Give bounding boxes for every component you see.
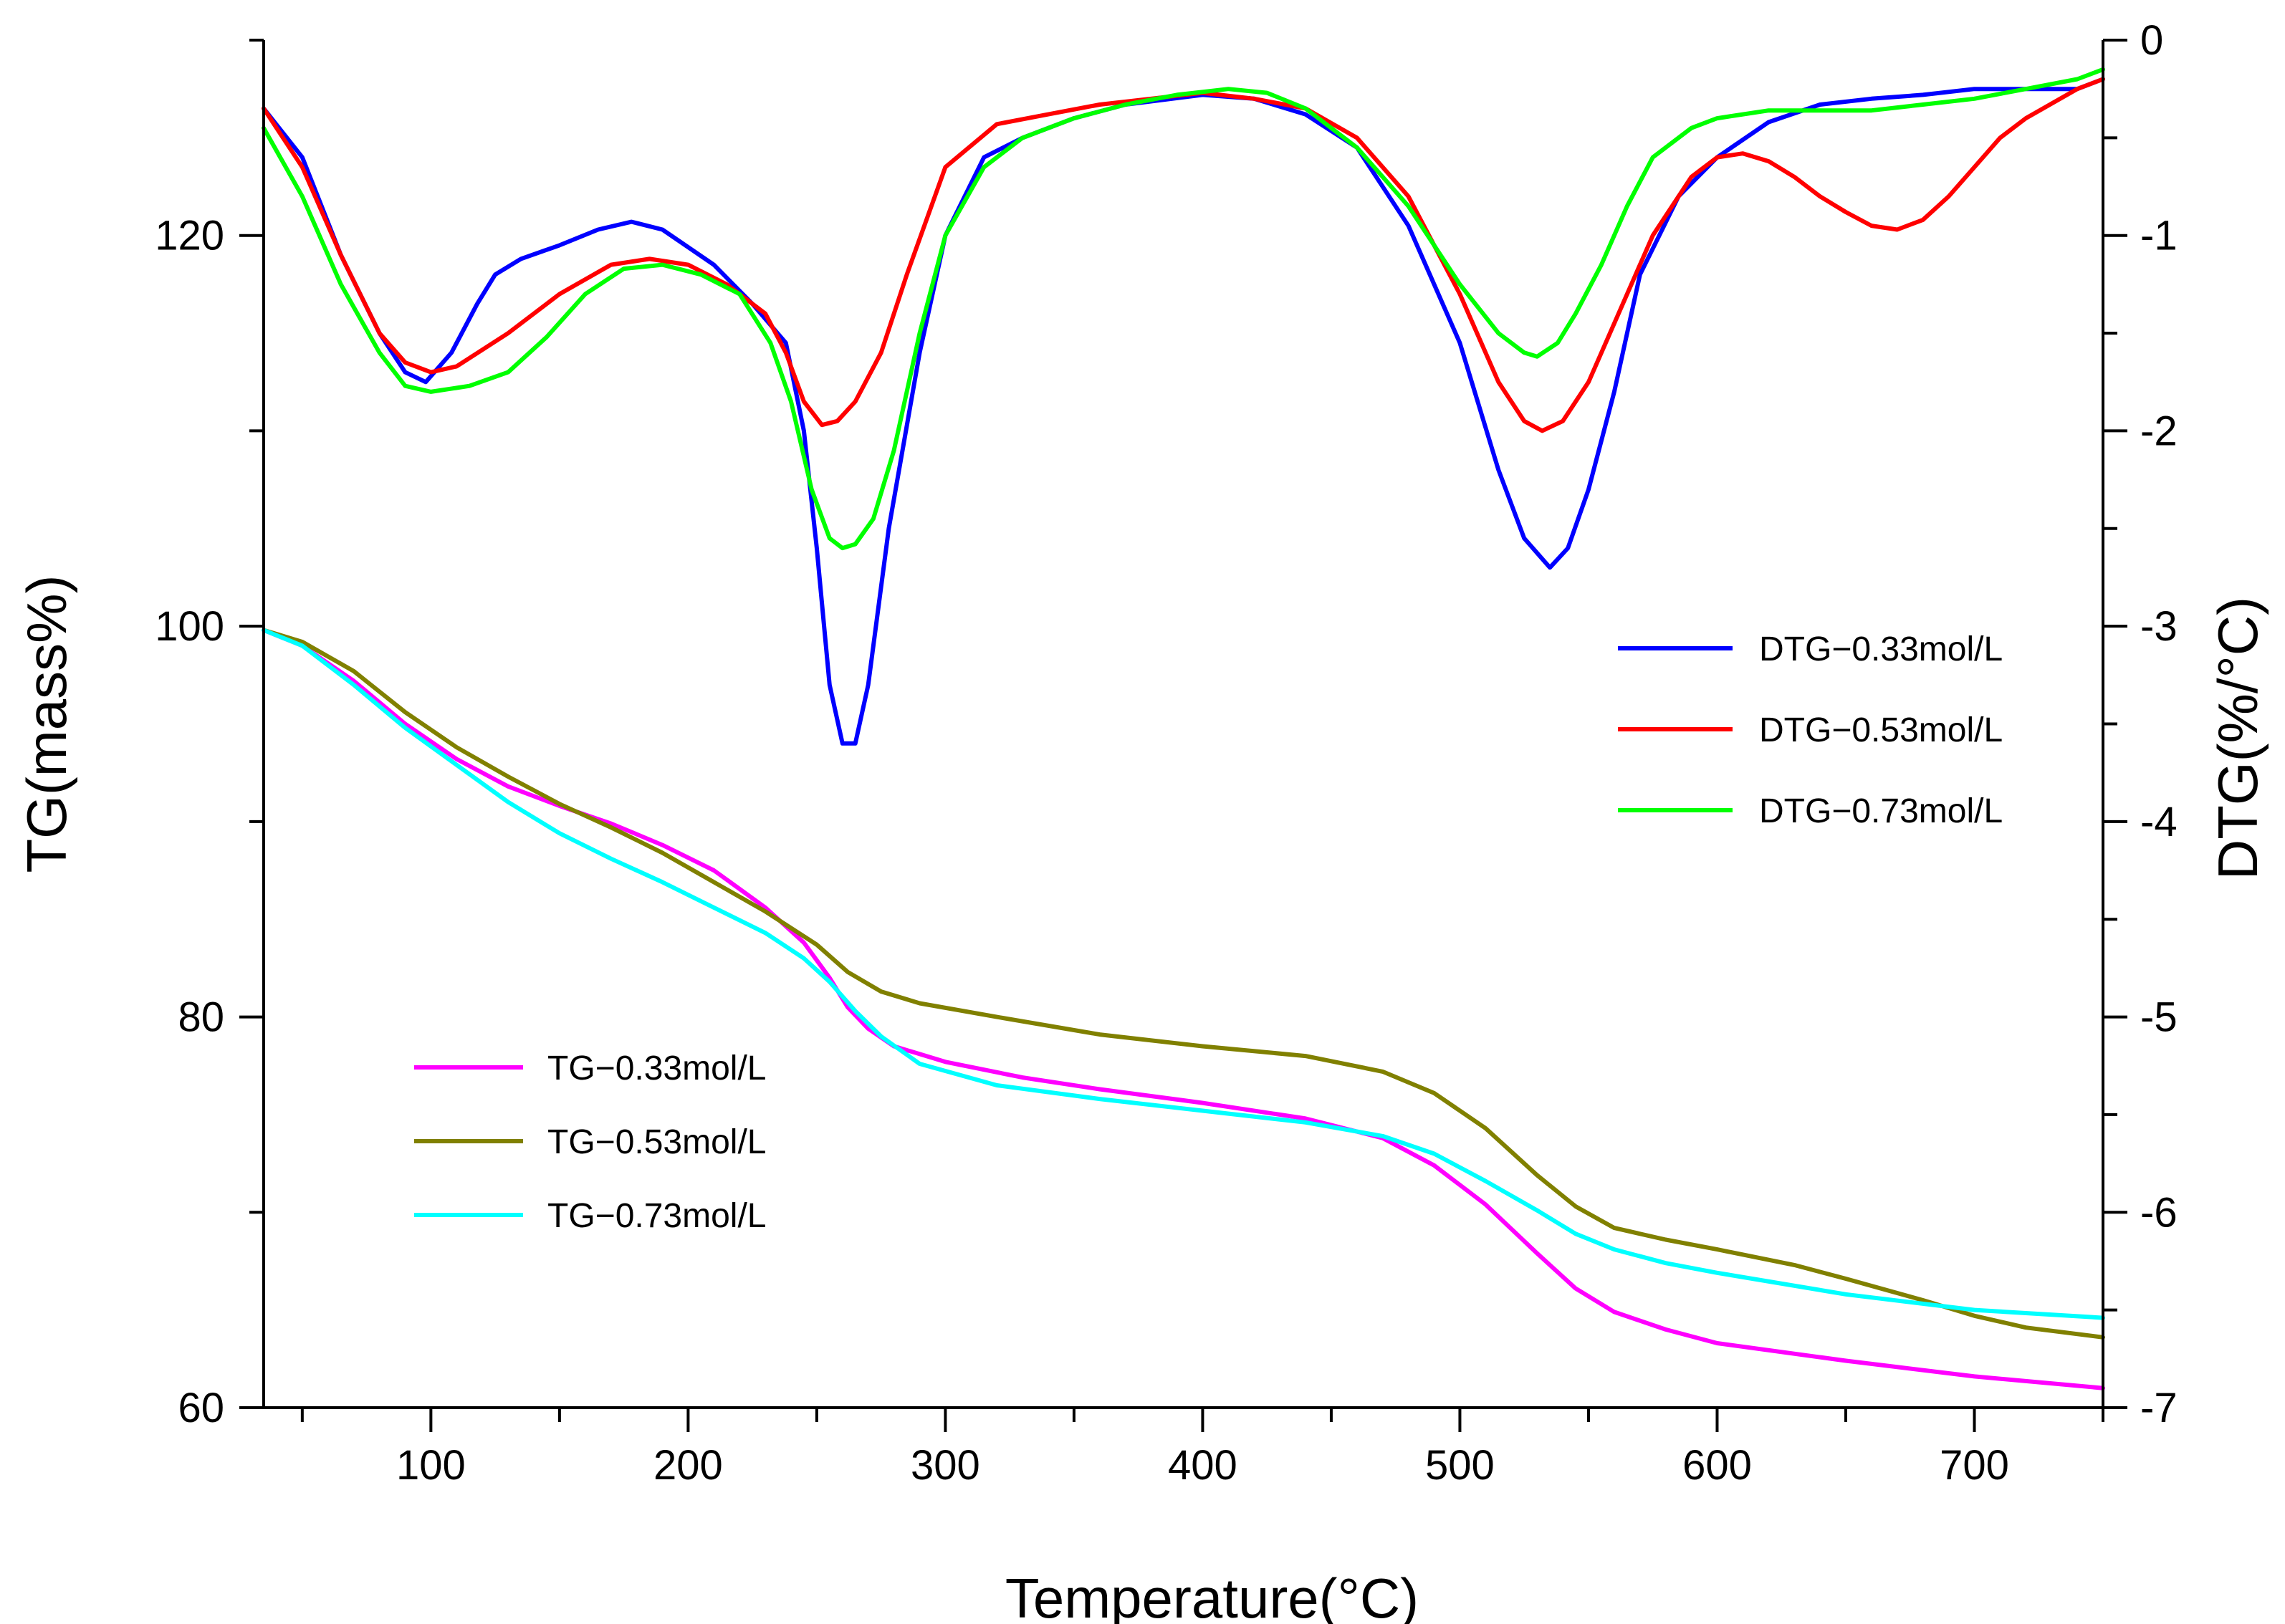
y-axis-right-title: DTG(%/°C) [2206, 597, 2269, 880]
y-right-tick-label: 0 [2140, 17, 2163, 64]
y-left-tick-label: 120 [155, 213, 224, 259]
legend-dtg-label: DTG−0.33mol/L [1759, 630, 2003, 668]
y-left-tick-label: 100 [155, 603, 224, 650]
x-tick-label: 600 [1682, 1442, 1752, 1489]
x-tick-label: 100 [396, 1442, 466, 1489]
legend-layer: DTG−0.33mol/L DTG−0.53mol/L DTG−0.73mol/L T… [414, 630, 2003, 1235]
legend-dtg-label: DTG−0.53mol/L [1759, 711, 2003, 749]
x-tick-label: 200 [653, 1442, 723, 1489]
y-left-tick-label: 80 [178, 994, 224, 1041]
series-line-dtg-0-73mol-l [262, 67, 2105, 551]
x-axis-title: Temperature(°C) [1005, 1567, 1419, 1624]
y-left-tick-label: 60 [178, 1385, 224, 1431]
y-right-tick-label: -4 [2140, 799, 2178, 845]
series-line-tg-0-53mol-l [262, 628, 2105, 1340]
axes-layer: 100 200 300 400 500 600 700 60 80 100 120 0 -1 -2 -3 -4… [155, 17, 2177, 1489]
legend-tg-label: TG−0.73mol/L [547, 1197, 766, 1235]
x-tick-label: 500 [1425, 1442, 1495, 1489]
y-right-tick-label: -6 [2140, 1189, 2178, 1236]
y-right-tick-label: -7 [2140, 1385, 2178, 1431]
legend-dtg-label: DTG−0.73mol/L [1759, 792, 2003, 830]
y-axis-left-title: TG(mass%) [15, 575, 78, 873]
y-right-tick-label: -3 [2140, 603, 2178, 650]
y-right-tick-label: -5 [2140, 994, 2178, 1041]
x-tick-label: 300 [911, 1442, 980, 1489]
legend-tg-label: TG−0.53mol/L [547, 1123, 766, 1161]
y-right-tick-label: -2 [2140, 408, 2178, 454]
series-line-dtg-0-53mol-l [262, 77, 2105, 433]
x-tick-label: 700 [1940, 1442, 2009, 1489]
series-line-tg-0-33mol-l [262, 628, 2105, 1390]
series-layer [262, 67, 2105, 1390]
x-tick-label: 400 [1168, 1442, 1237, 1489]
legend-tg-label: TG−0.33mol/L [547, 1049, 766, 1087]
series-line-tg-0-73mol-l [262, 628, 2105, 1320]
y-right-tick-label: -1 [2140, 213, 2178, 259]
series-line-dtg-0-33mol-l [262, 77, 2105, 746]
